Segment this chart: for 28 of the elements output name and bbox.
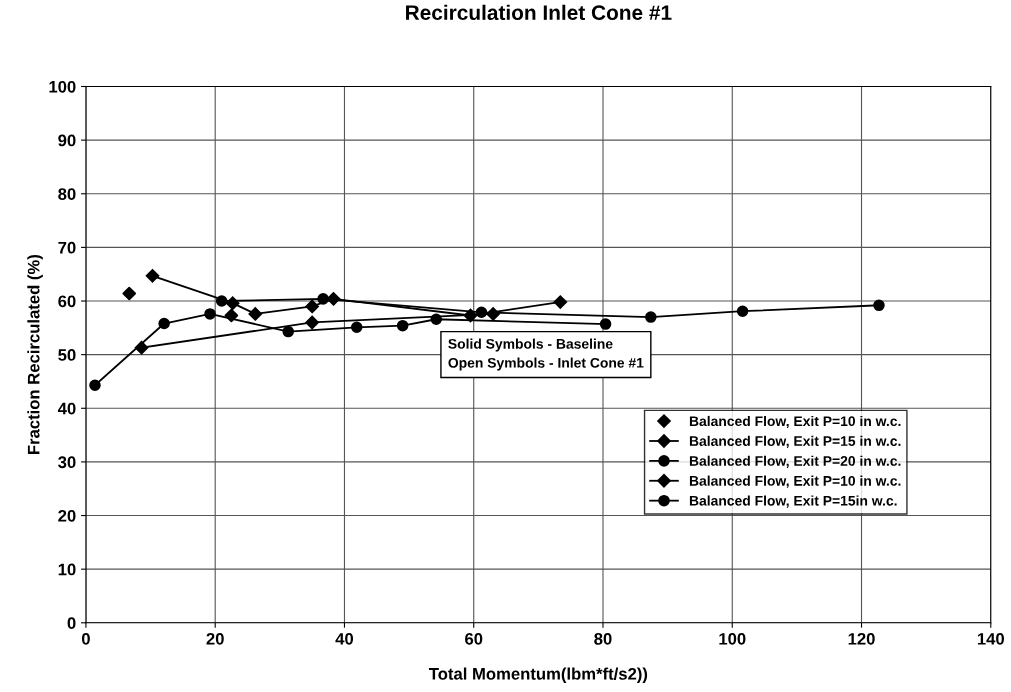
chart-title: Recirculation Inlet Cone #1 xyxy=(406,4,672,21)
legend-label: Balanced Flow, Exit P=15in w.c. xyxy=(689,495,897,508)
y-tick-label: 30 xyxy=(58,456,76,469)
x-tick-label: 80 xyxy=(594,632,612,645)
x-tick-label: 20 xyxy=(206,632,224,645)
x-tick-label: 140 xyxy=(977,632,1004,645)
legend-label: Balanced Flow, Exit P=15 in w.c. xyxy=(689,435,901,448)
y-tick-label: 80 xyxy=(58,188,76,200)
annotation: Solid Symbols - Baseline Open Symbols - Inlet Cone #1 xyxy=(448,338,644,371)
y-tick-label: 100 xyxy=(49,80,76,93)
x-tick-label: 100 xyxy=(719,632,746,645)
x-tick-label: 60 xyxy=(465,632,483,645)
y-tick-label: 90 xyxy=(58,134,76,147)
legend-label: Balanced Flow, Exit P=10 in w.c. xyxy=(689,415,901,429)
y-tick-label: 20 xyxy=(58,509,76,522)
x-tick-label: 0 xyxy=(81,632,90,645)
legend-label: Balanced Flow, Exit P=10 in w.c. xyxy=(689,475,901,488)
y-tick-label: 70 xyxy=(58,241,76,254)
y-axis-title: Fraction Recirculated (%) xyxy=(27,254,43,455)
x-tick-label: 120 xyxy=(848,632,875,645)
y-tick-label: 60 xyxy=(58,295,76,308)
y-tick-label: 10 xyxy=(58,563,76,576)
y-tick-label: 0 xyxy=(67,617,76,629)
x-tick-label: 40 xyxy=(335,632,354,645)
x-axis-title: Total Momentum(lbm*ft/s2)) xyxy=(428,667,648,684)
legend-label: Balanced Flow, Exit P=20 in w.c. xyxy=(689,455,901,468)
y-tick-label: 50 xyxy=(58,349,76,361)
y-tick-label: 40 xyxy=(57,402,76,415)
